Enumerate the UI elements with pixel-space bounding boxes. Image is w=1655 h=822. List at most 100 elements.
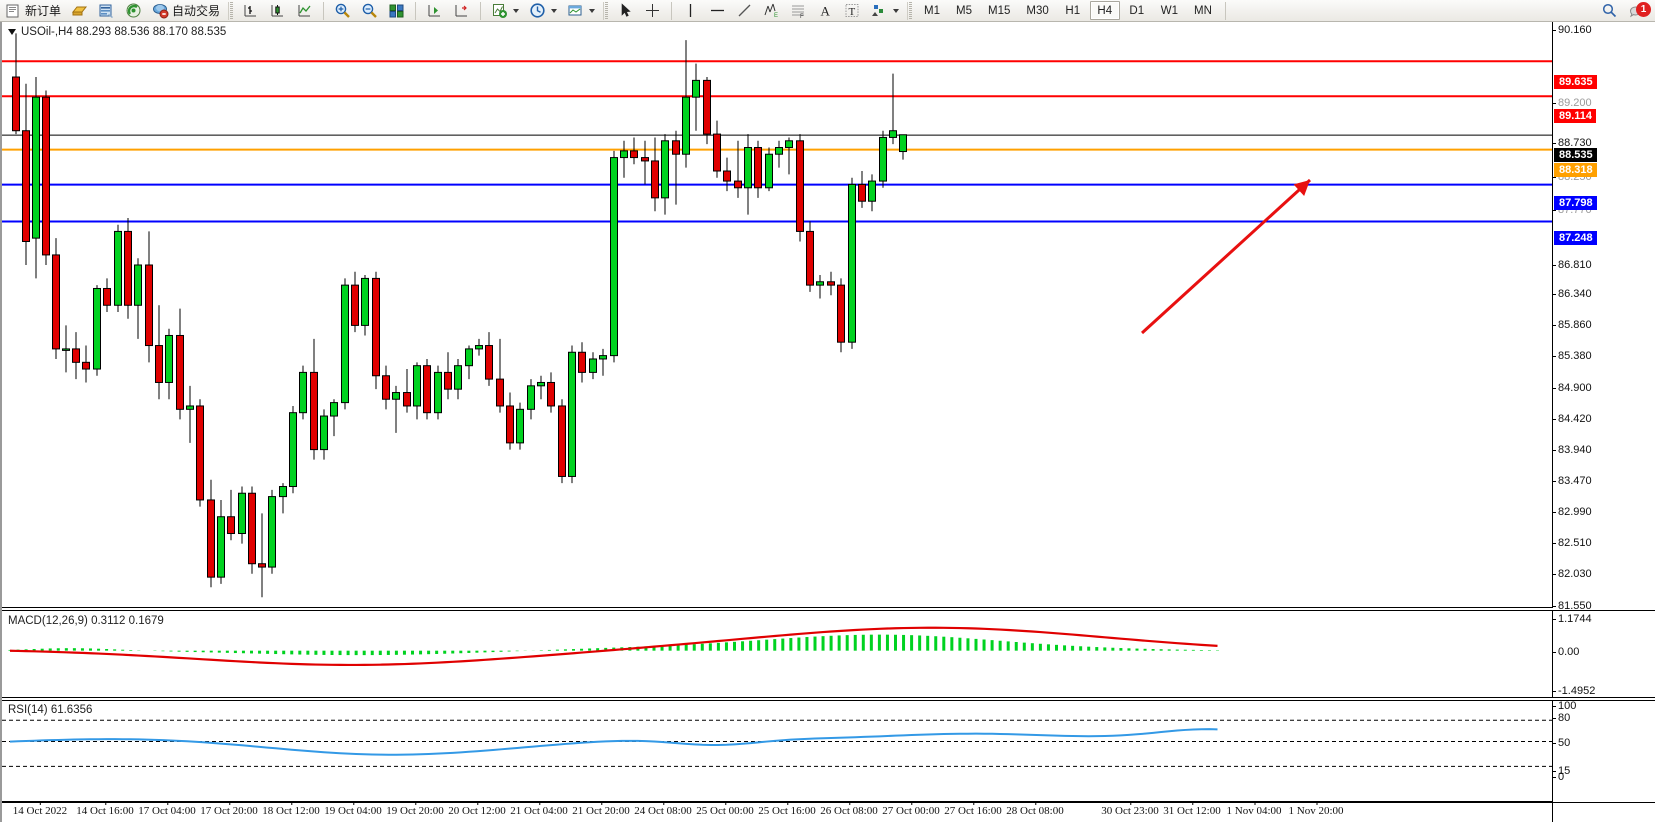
zoom-in-button[interactable] <box>330 1 355 21</box>
bar-chart-button[interactable] <box>238 1 263 21</box>
resistance-level-tag[interactable]: 89.114 <box>1554 109 1597 123</box>
timeframe-mn[interactable]: MN <box>1194 4 1212 17</box>
toolbar-separator <box>228 1 235 20</box>
candle <box>42 90 50 265</box>
support-level-tag[interactable]: 87.798 <box>1554 196 1597 210</box>
new-order-button[interactable]: 新订单 <box>1 1 65 21</box>
navigator-button[interactable] <box>121 1 146 21</box>
timeframe-d1[interactable]: D1 <box>1129 4 1145 17</box>
chevron-down-icon[interactable] <box>551 8 558 13</box>
timeframe-h4[interactable]: H4 <box>1089 1 1120 20</box>
resistance-level-tag[interactable]: 89.635 <box>1554 75 1597 89</box>
symbol-ohlc-label: USOil-,H4 88.293 88.536 88.170 88.535 <box>21 26 227 38</box>
candle <box>392 385 400 433</box>
candle <box>299 365 307 420</box>
crosshair-button[interactable] <box>640 1 665 21</box>
time-tick: 31 Oct 12:00 <box>1163 802 1221 817</box>
new-indicator-button[interactable] <box>487 1 523 21</box>
candle <box>434 365 442 420</box>
templates-button[interactable] <box>563 1 599 21</box>
candle <box>372 271 380 390</box>
timeframe-m5[interactable]: M5 <box>956 4 973 17</box>
auto-trading-label: 自动交易 <box>172 4 221 18</box>
time-tick: 25 Oct 16:00 <box>758 802 816 817</box>
candle <box>72 332 80 380</box>
zoom-out-button[interactable] <box>357 1 382 21</box>
price-tick: 83.940 <box>1553 444 1592 456</box>
candle <box>785 137 793 175</box>
vertical-line-button[interactable] <box>678 1 703 21</box>
toolbar-separator <box>415 1 417 20</box>
text-label-button[interactable]: T <box>840 1 865 21</box>
axis-tick: 1.1744 <box>1553 613 1592 625</box>
alerts-count-badge: 1 <box>1636 1 1651 17</box>
zoom-in-icon <box>334 2 351 19</box>
candle <box>22 83 30 265</box>
chevron-down-icon[interactable] <box>513 8 520 13</box>
chart-window[interactable]: USOil-,H4 88.293 88.536 88.170 88.535 MA… <box>0 22 1655 822</box>
macd-pane[interactable] <box>2 610 1554 698</box>
candle <box>651 137 659 212</box>
trendline-button[interactable] <box>732 1 757 21</box>
time-tick: 17 Oct 04:00 <box>138 802 196 817</box>
chart-shift-button[interactable] <box>449 1 474 21</box>
bid-price-tag[interactable]: 88.318 <box>1554 163 1597 177</box>
text-icon: A <box>817 2 834 19</box>
candle <box>238 486 246 544</box>
axis-tick: 0 <box>1553 771 1564 783</box>
price-tick: 85.380 <box>1553 350 1592 362</box>
price-tick: 82.030 <box>1553 568 1592 580</box>
gold-bar-button[interactable] <box>67 1 92 21</box>
bullish-trend-arrow[interactable] <box>1140 178 1312 335</box>
search-button[interactable] <box>1597 1 1622 21</box>
horizontal-line-button[interactable] <box>705 1 730 21</box>
gold-bar-icon <box>71 2 88 19</box>
text-button[interactable]: A <box>813 1 838 21</box>
fibonacci-icon: F <box>790 2 807 19</box>
candle <box>858 171 866 208</box>
crosshair-icon <box>644 2 661 19</box>
chevron-down-icon[interactable] <box>893 8 900 13</box>
fibonacci-button[interactable]: F <box>786 1 811 21</box>
price-tick: 82.510 <box>1553 537 1592 549</box>
candlestick-button[interactable] <box>265 1 290 21</box>
candle <box>558 399 566 484</box>
period-button[interactable] <box>525 1 561 21</box>
timeframe-w1[interactable]: W1 <box>1160 4 1179 17</box>
candle <box>754 140 762 198</box>
chart-menu-triangle-icon[interactable] <box>8 29 16 35</box>
horizontal-line-icon <box>709 2 726 19</box>
timeframe-m1[interactable]: M1 <box>924 4 941 17</box>
market-watch-button[interactable] <box>94 1 119 21</box>
candle <box>796 134 804 242</box>
toolbar-separator <box>603 1 610 20</box>
shift-end-button[interactable] <box>422 1 447 21</box>
candle <box>889 73 897 145</box>
candle <box>868 174 876 212</box>
timeframe-m15[interactable]: M15 <box>988 4 1011 17</box>
timeframe-h1[interactable]: H1 <box>1065 4 1081 17</box>
elliott-wave-button[interactable]: E <box>759 1 784 21</box>
time-axis[interactable]: 14 Oct 2022 14 Oct 16:00 17 Oct 04:00 17 Oc… <box>2 802 1554 822</box>
chevron-down-icon[interactable] <box>589 8 596 13</box>
price-pane[interactable] <box>2 22 1554 608</box>
candle <box>12 33 20 135</box>
price-axis[interactable]: 89.200 88.250 87.770 90.160 88.730 86.810 86.3… <box>1552 22 1655 612</box>
alerts-button[interactable]: 1 <box>1624 1 1651 21</box>
tile-windows-button[interactable] <box>384 1 409 21</box>
timeframe-m30[interactable]: M30 <box>1026 4 1049 17</box>
candle <box>330 399 338 437</box>
line-chart-button[interactable] <box>292 1 317 21</box>
candle <box>454 358 462 400</box>
axis-tick: 50 <box>1553 737 1570 749</box>
rsi-pane[interactable] <box>2 700 1554 802</box>
macd-label: MACD(12,26,9) 0.3112 0.1679 <box>8 615 164 627</box>
support-level-tag[interactable]: 87.248 <box>1554 231 1597 245</box>
candle <box>403 369 411 413</box>
elliott-wave-icon: E <box>763 2 780 19</box>
cursor-button[interactable] <box>613 1 638 21</box>
last-price-tag[interactable]: 88.535 <box>1554 148 1597 162</box>
shapes-button[interactable] <box>867 1 903 21</box>
auto-trading-button[interactable]: 自动交易 <box>148 1 224 21</box>
candle <box>837 278 845 353</box>
